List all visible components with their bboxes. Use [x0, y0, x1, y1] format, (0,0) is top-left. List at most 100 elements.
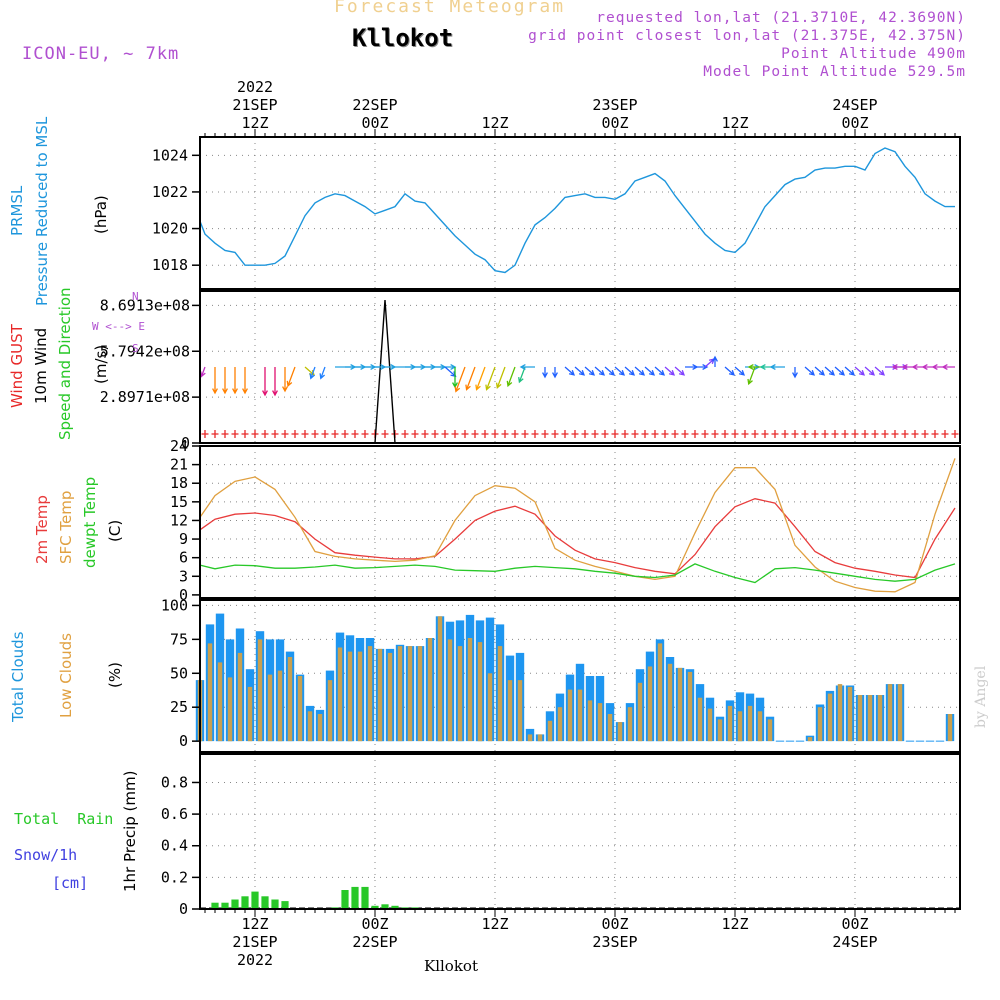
wind-arrow: [941, 364, 955, 370]
wind-arrow: [262, 367, 268, 397]
wind-arrow: [734, 366, 746, 376]
wind-arrow: [769, 364, 785, 370]
gust-marker: [941, 430, 949, 438]
cloud-low-bar: [307, 711, 313, 742]
cloud-low-bar: [477, 642, 483, 742]
gust-marker: [261, 430, 269, 438]
cloud-low-bar: [887, 684, 893, 742]
wind-arrow: [319, 366, 326, 380]
pressure-series-line: [199, 147, 955, 274]
watermark: by Angel: [973, 665, 989, 728]
gust-marker: [731, 430, 739, 438]
temp-dewpt-line: [199, 563, 956, 584]
cloud-low-bar: [457, 646, 463, 742]
time-label-bottom: 2022: [237, 951, 273, 969]
gust-marker: [611, 430, 619, 438]
cloud-low-bar: [647, 666, 653, 742]
gust-marker: [461, 430, 469, 438]
gust-marker: [761, 430, 769, 438]
ytick-label: 1018: [152, 256, 188, 274]
cloud-low-bar: [407, 646, 413, 742]
cloud-low-bar: [627, 707, 633, 742]
time-label-top: 12Z: [721, 114, 748, 132]
wind-arrow: [282, 367, 288, 393]
wind-arrow: [834, 366, 846, 376]
gust-marker: [911, 430, 919, 438]
cloud-low-bar: [837, 684, 843, 742]
ytick-label: 100: [161, 596, 188, 614]
wind-arrow: [874, 366, 886, 376]
gust-marker: [621, 430, 629, 438]
ytick-label: 0: [179, 586, 188, 604]
time-label-bottom: 21SEP: [232, 933, 277, 951]
precip-bar: [381, 904, 389, 909]
gust-marker: [231, 430, 239, 438]
cloud-low-label: Low Clouds: [57, 633, 75, 718]
precip-bar: [371, 905, 379, 909]
time-label-bottom: 00Z: [841, 915, 868, 933]
cloud-low-bar: [317, 714, 323, 742]
precip-bar: [351, 886, 359, 909]
wind-arrow: [644, 366, 656, 376]
gust-marker: [641, 430, 649, 438]
cloud-low-bar: [827, 693, 833, 742]
gust-marker: [471, 430, 479, 438]
cloud-low-bar: [697, 697, 703, 742]
gust-marker: [491, 430, 499, 438]
panel-frame-pressure: [199, 136, 961, 290]
cloud-low-bar: [747, 705, 753, 742]
pressure-label-prmsl: PRMSL: [8, 185, 26, 236]
wind-arrow: [864, 366, 876, 376]
time-label-top: 24SEP: [832, 96, 877, 114]
gust-marker: [741, 430, 749, 438]
gust-marker: [791, 430, 799, 438]
cloud-low-bar: [637, 682, 643, 742]
ytick-label: 6: [179, 549, 188, 567]
wind-arrow: [747, 366, 756, 386]
precip-bar: [341, 890, 349, 909]
wind-unit: (m/s): [92, 345, 110, 384]
wind-10m-label: 10m Wind: [32, 328, 50, 404]
wind-side-labels: Wind GUST 10m Wind Speed and Direction (…: [8, 287, 110, 440]
ytick-label: 24: [170, 437, 188, 455]
gust-marker: [451, 430, 459, 438]
gust-marker: [651, 430, 659, 438]
cloud-low-bar: [377, 648, 383, 742]
wind-arrow: [854, 366, 866, 376]
precip-bar: [361, 886, 369, 909]
precip-rain-label: Total Rain: [14, 810, 113, 828]
cloud-low-bar: [387, 652, 393, 742]
gust-marker: [691, 430, 699, 438]
requested-coords: requested lon,lat (21.3710E, 42.3690N): [596, 10, 966, 26]
gust-marker: [541, 430, 549, 438]
cloud-low-bar: [877, 695, 883, 742]
wind-arrow: [518, 366, 526, 384]
wind-arrow: [604, 366, 616, 376]
wind-arrow: [242, 367, 248, 395]
gust-marker: [721, 430, 729, 438]
precip-bar: [231, 899, 239, 909]
temp-2m-line: [199, 498, 956, 579]
gust-marker: [561, 430, 569, 438]
precip-bar: [251, 891, 259, 909]
product-title: Forecast Meteogram: [334, 0, 566, 17]
ytick-label: 5.7942e+08: [100, 342, 190, 360]
cloud-low-bar: [737, 711, 743, 742]
gust-marker: [281, 430, 289, 438]
time-label-top: 21SEP: [232, 96, 277, 114]
cloud-low-bar: [527, 734, 533, 742]
precip-snow-label: Snow/1h: [14, 846, 77, 864]
time-label-top: 12Z: [241, 114, 268, 132]
ytick-label: 0: [179, 900, 188, 918]
cloud-low-bar: [227, 677, 233, 742]
temp-2m-label: 2m Temp: [33, 495, 51, 564]
wind-arrow: [495, 366, 506, 389]
wind-arrow: [309, 366, 316, 380]
time-label-bottom: 22SEP: [352, 933, 397, 951]
pressure-side-labels: PRMSL Pressure Reduced to MSL (hPa): [8, 116, 110, 306]
gust-marker: [551, 430, 559, 438]
gust-marker: [311, 430, 319, 438]
ytick-label: 3: [179, 567, 188, 585]
cloud-low-bar: [867, 695, 873, 742]
